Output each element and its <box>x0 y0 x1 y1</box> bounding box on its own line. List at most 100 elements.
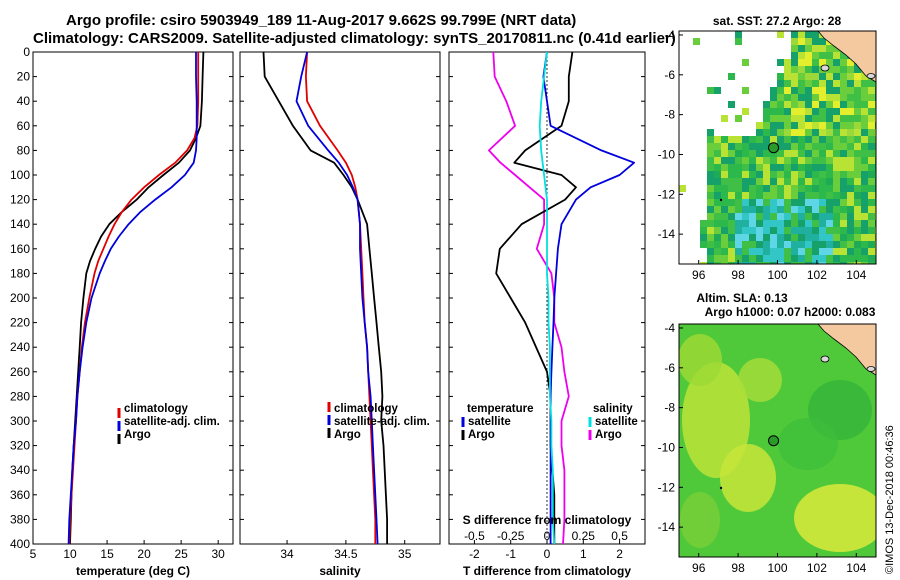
sst-cell <box>728 143 735 150</box>
island <box>866 366 876 372</box>
sst-cell <box>861 101 868 108</box>
sst-cell <box>798 227 805 234</box>
sst-cell <box>749 178 756 185</box>
sst-cell <box>784 192 791 199</box>
sst-cell <box>777 136 784 143</box>
sst-cell <box>770 248 777 255</box>
sst-cell <box>777 227 784 234</box>
sst-cell <box>742 178 749 185</box>
sst-cell <box>791 262 798 264</box>
sst-cell <box>714 150 721 157</box>
legend-label-satellite: satellite-adj. clim. <box>334 416 430 428</box>
legend-label-s-satellite: satellite <box>595 416 638 428</box>
sst-cell <box>840 157 847 164</box>
depth-axis-ticks: 0 20 40 60 80 100 120 140 160 180 200 220 240 260 280 3… <box>10 45 233 551</box>
salinity-axis-label: salinity <box>319 564 361 578</box>
sst-cell <box>707 241 714 248</box>
sla-anomaly-high <box>738 358 782 402</box>
sst-cell <box>812 171 819 178</box>
sst-cell <box>791 52 798 59</box>
sst-cell <box>770 157 777 164</box>
sst-cell <box>721 150 728 157</box>
map-x-tick-label: 96 <box>692 268 706 282</box>
sst-cell <box>847 227 854 234</box>
sst-cell <box>868 129 875 136</box>
sst-cell <box>742 248 749 255</box>
sst-cell <box>728 206 735 213</box>
sla-map-subtitle: Argo h1000: 0.07 h2000: 0.083 <box>705 305 876 319</box>
sst-cell <box>833 108 840 115</box>
sst-cell <box>735 192 742 199</box>
sst-cell <box>784 129 791 136</box>
sst-cell <box>756 192 763 199</box>
island <box>820 355 830 363</box>
sst-cell <box>854 192 861 199</box>
sst-cell <box>833 94 840 101</box>
sst-cell <box>861 129 868 136</box>
sst-cell <box>763 199 770 206</box>
sst-cell <box>819 206 826 213</box>
x-tick-label: 30 <box>212 547 226 561</box>
sst-cell <box>791 150 798 157</box>
sst-cell <box>812 178 819 185</box>
sst-cell <box>833 115 840 122</box>
sst-cell <box>812 199 819 206</box>
sst-cell <box>854 143 861 150</box>
sla-map-field <box>679 324 876 557</box>
sst-cell <box>854 136 861 143</box>
sla-anomaly-high <box>720 444 776 512</box>
t-difference-axis-ticks: -2 -1 0 1 2 <box>469 540 623 561</box>
sst-cell <box>770 115 777 122</box>
sst-cell <box>805 227 812 234</box>
sst-cell <box>819 59 826 66</box>
sst-cell <box>812 115 819 122</box>
sst-cell <box>847 66 854 73</box>
map-y-tick-label: -10 <box>658 440 676 454</box>
sst-cell <box>728 73 735 80</box>
sst-cell <box>770 227 777 234</box>
sst-cell <box>798 122 805 129</box>
sst-cell <box>833 220 840 227</box>
sst-cell <box>728 192 735 199</box>
sst-cell <box>833 185 840 192</box>
sst-cell <box>826 94 833 101</box>
sst-cell <box>791 171 798 178</box>
sst-cell <box>861 171 868 178</box>
sst-cell <box>770 234 777 241</box>
sst-cell <box>784 171 791 178</box>
map-y-tick-label: -10 <box>658 147 676 161</box>
sst-cell <box>728 234 735 241</box>
sst-cell <box>721 234 728 241</box>
sst-cell <box>763 234 770 241</box>
sst-cell <box>847 255 854 262</box>
sst-cell <box>798 164 805 171</box>
sst-cell <box>749 192 756 199</box>
legend-label-satellite: satellite-adj. clim. <box>124 416 220 428</box>
sla-anomaly-low <box>778 418 838 470</box>
sst-cell <box>861 206 868 213</box>
legend-label-argo: Argo <box>124 429 151 441</box>
sst-cell <box>735 227 742 234</box>
y-tick-label: 320 <box>10 439 30 453</box>
y-tick-label: 120 <box>10 193 30 207</box>
sst-cell <box>840 164 847 171</box>
sst-cell <box>861 213 868 220</box>
sst-cell <box>826 157 833 164</box>
sst-cell <box>819 234 826 241</box>
sst-cell <box>791 45 798 52</box>
sst-cell <box>833 122 840 129</box>
sst-cell <box>784 59 791 66</box>
sst-cell <box>805 38 812 45</box>
sst-cell <box>805 115 812 122</box>
sst-cell <box>805 52 812 59</box>
sst-cell <box>700 262 707 264</box>
sst-cell <box>826 234 833 241</box>
sst-cell <box>833 234 840 241</box>
sst-cell <box>812 101 819 108</box>
sst-cell <box>735 255 742 262</box>
sst-cell <box>833 129 840 136</box>
sst-cell <box>763 241 770 248</box>
sst-cell <box>770 122 777 129</box>
sst-cell <box>826 178 833 185</box>
sst-cell <box>819 255 826 262</box>
